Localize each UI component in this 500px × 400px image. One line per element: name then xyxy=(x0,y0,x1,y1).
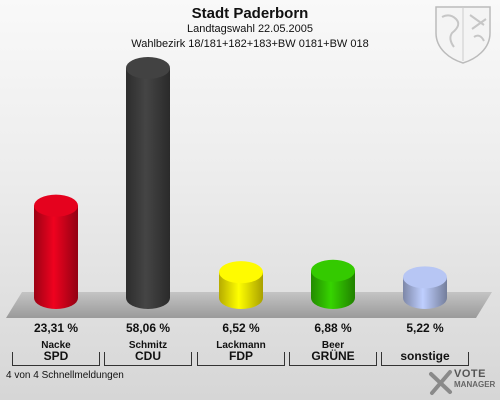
tick-bracket-fdp xyxy=(197,352,285,366)
tick-bracket-grne xyxy=(289,352,377,366)
data-label-cdu: 58,06 % xyxy=(125,321,171,335)
data-label-sonstige: 5,22 % xyxy=(406,321,444,335)
footer-status: 4 von 4 Schnellmeldungen xyxy=(6,370,124,381)
candidate-label-grne: Beer xyxy=(321,340,345,351)
candidate-label-fdp: Lackmann xyxy=(216,340,266,351)
chart-title: Stadt Paderborn xyxy=(191,5,309,22)
election-subtitle: Landtagswahl 22.05.2005 xyxy=(187,23,313,35)
tick-label-spd: SPD xyxy=(43,349,69,363)
tick-bracket-sonstige xyxy=(381,352,469,366)
crest-icon xyxy=(435,6,491,64)
bar-fdp xyxy=(219,261,263,309)
candidate-label-cdu: Schmitz xyxy=(128,340,168,351)
bar-grne xyxy=(311,259,355,309)
bar-sonstige xyxy=(403,266,447,309)
tick-bracket-cdu xyxy=(104,352,192,366)
data-label-spd: 23,31 % xyxy=(33,321,79,335)
logo-line2: MANAGER xyxy=(454,380,496,389)
tick-label-fdp: FDP xyxy=(229,349,253,363)
tick-label-grne: GRÜNE xyxy=(311,349,355,363)
bar-spd xyxy=(34,194,78,309)
check-x-icon xyxy=(429,370,452,395)
tick-bracket-spd xyxy=(12,352,100,366)
bar-cdu xyxy=(126,57,170,309)
tick-label-sonstige: sonstige xyxy=(400,349,450,363)
vote-manager-logo: VOTE MANAGER xyxy=(428,368,498,398)
data-label-fdp: 6,52 % xyxy=(222,321,260,335)
candidate-label-spd: Nacke xyxy=(41,340,71,351)
logo-line1: VOTE xyxy=(454,368,486,380)
district-subtitle: Wahlbezirk 18/181+182+183+BW 0181+BW 018 xyxy=(131,38,369,50)
data-label-grne: 6,88 % xyxy=(314,321,352,335)
tick-label-cdu: CDU xyxy=(135,349,161,363)
